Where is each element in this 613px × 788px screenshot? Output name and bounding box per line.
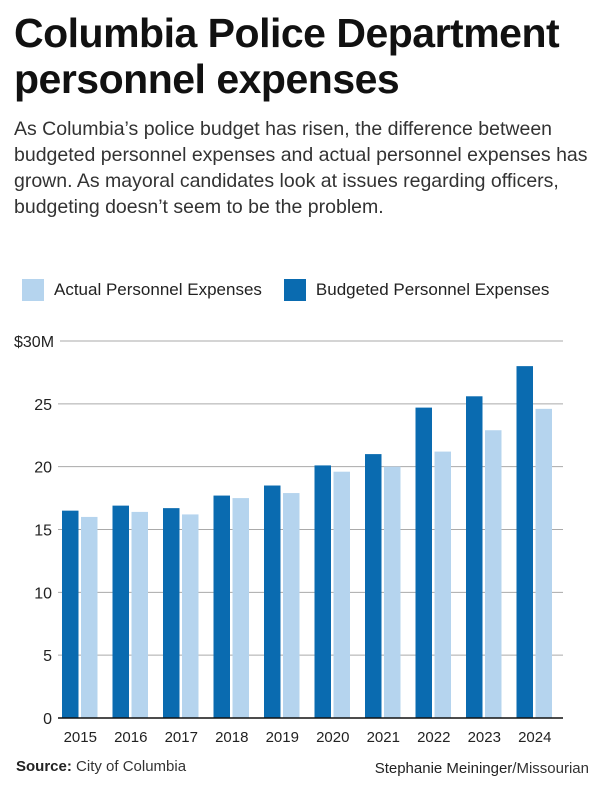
- bar-budgeted-2020: [314, 465, 331, 718]
- credit-name: Stephanie Meininger: [374, 760, 513, 777]
- source-label: Source:: [16, 758, 72, 775]
- bar-actual-2015: [81, 516, 98, 718]
- bar-budgeted-2017: [163, 508, 180, 718]
- legend-item-budgeted: Budgeted Personnel Expenses: [283, 279, 550, 301]
- legend-swatch-budgeted: [283, 279, 306, 301]
- credit-org: /Missourian: [512, 760, 589, 777]
- y-tick-label: 20: [34, 460, 52, 477]
- legend: Actual Personnel Expenses Budgeted Perso…: [22, 279, 571, 301]
- bar-actual-2021: [384, 466, 401, 718]
- x-tick-label: 2015: [64, 729, 97, 746]
- x-tick-label: 2022: [417, 729, 450, 746]
- x-tick-label: 2024: [518, 729, 551, 746]
- legend-item-actual: Actual Personnel Expenses: [22, 279, 262, 301]
- y-tick-label: 15: [34, 523, 52, 540]
- y-tick-label: 25: [34, 397, 52, 414]
- bar-budgeted-2021: [365, 454, 382, 718]
- legend-label-actual: Actual Personnel Expenses: [54, 280, 262, 299]
- x-tick-label: 2019: [266, 729, 299, 746]
- bar-budgeted-2022: [415, 407, 432, 718]
- bar-actual-2020: [333, 471, 350, 718]
- bar-actual-2016: [131, 511, 148, 718]
- bar-actual-2018: [232, 498, 249, 718]
- chart-subtitle: As Columbia’s police budget has risen, t…: [14, 118, 588, 218]
- legend-swatch-actual: [22, 279, 44, 301]
- bar-budgeted-2019: [264, 485, 281, 718]
- x-tick-label: 2016: [114, 729, 147, 746]
- bar-budgeted-2018: [213, 495, 230, 718]
- y-tick-label: 10: [34, 585, 52, 602]
- credit: Stephanie Meininger/Missourian: [375, 760, 589, 777]
- bar-actual-2017: [182, 514, 199, 718]
- bar-budgeted-2024: [516, 366, 533, 718]
- x-tick-label: 2020: [316, 729, 349, 746]
- source-note: Source: City of Columbia: [16, 758, 186, 775]
- x-tick-label: 2023: [468, 729, 501, 746]
- bar-actual-2024: [535, 408, 552, 718]
- bar-actual-2022: [434, 451, 451, 718]
- x-tick-label: 2021: [367, 729, 400, 746]
- legend-label-budgeted: Budgeted Personnel Expenses: [315, 280, 550, 299]
- bar-budgeted-2015: [62, 510, 79, 718]
- bar-budgeted-2016: [112, 505, 129, 718]
- y-tick-label: 0: [43, 711, 52, 728]
- source-text: City of Columbia: [76, 758, 187, 775]
- bar-budgeted-2023: [466, 396, 483, 718]
- bar-actual-2023: [485, 430, 502, 718]
- bar-actual-2019: [283, 493, 300, 718]
- chart-title: Columbia Police Department personnel exp…: [14, 10, 560, 102]
- x-tick-label: 2018: [215, 729, 248, 746]
- y-tick-label: $30M: [14, 334, 54, 351]
- x-tick-label: 2017: [165, 729, 198, 746]
- y-tick-label: 5: [43, 648, 52, 665]
